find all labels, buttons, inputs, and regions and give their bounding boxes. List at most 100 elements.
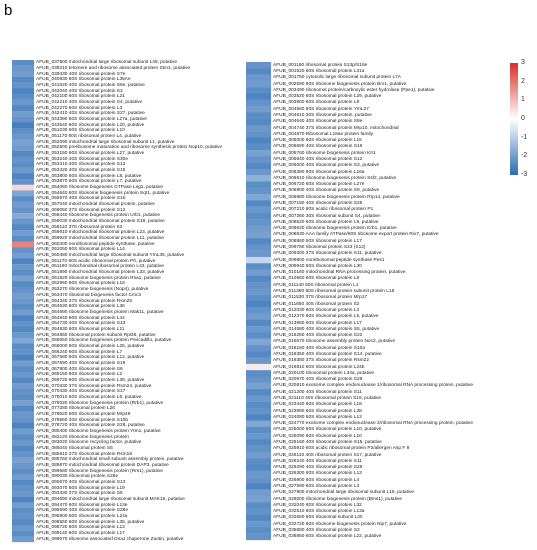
heatmap-cell — [12, 241, 34, 248]
heatmap-cell — [12, 349, 34, 356]
heatmap-cell — [246, 514, 271, 522]
heatmap-cell — [246, 502, 271, 509]
row-label: AFUB_099070 ribosome associated DnaJ cha… — [36, 536, 184, 542]
row-label: AFUB_002590 60S ribosome biogenesis prot… — [273, 81, 407, 87]
row-label: AFUB_027590 60S ribosomal protein L3 — [273, 484, 360, 490]
heatmap-cell — [12, 524, 34, 531]
row-label: AFUB_042410 40S ribosomal protein S27, p… — [36, 111, 145, 117]
row-label: AFUB_058440 ribosome biogenesis protein … — [36, 213, 160, 219]
heatmap-cell — [12, 128, 34, 134]
colorbar-tick-label: -1 — [521, 133, 528, 141]
row-label: AFUB_014580 40S ribosomal protein S5, pu… — [273, 326, 380, 332]
row-label: AFUB_064730 40S ribosomal protein S13 — [36, 321, 126, 327]
row-label: AFUB_023440 60S ribosomal protein L18 — [273, 402, 362, 408]
heatmap-cell — [12, 99, 34, 106]
row-label: AFUB_042100 60S ribosomal protein L21 — [36, 94, 125, 100]
row-label: AFUB_043540 60S ribosomal protein L20, p… — [36, 122, 145, 128]
row-label: AFUB_013950 60S ribosomal protein L17 — [273, 320, 362, 326]
heatmap-cell — [12, 502, 34, 509]
row-label: AFUB_026110 40S ribosomal protein S17, p… — [273, 452, 382, 458]
heatmap-cell — [246, 451, 271, 459]
row-label: AFUB_085040 ribosomal protein S5 — [36, 445, 113, 451]
row-label: AFUB_064850 ribosomal protein subunit Rp… — [36, 332, 156, 338]
row-label: AFUB_089680 ribosome biogenesis protein … — [36, 468, 163, 474]
row-label: AFUB_010560 60S ribosomal protein L8 — [273, 276, 360, 282]
heatmap-cell — [246, 269, 271, 276]
row-label: AFUB_061920 ribosome biogenesis protein … — [36, 275, 161, 281]
row-label: AFUB_077280 ribosomal protein L26 — [36, 406, 115, 412]
row-label: AFUB_055970 40S ribosomal protein S16 — [36, 196, 126, 202]
row-label: AFUB_005000 60S ribosomal protein L15 — [273, 138, 362, 144]
heatmap-cell — [246, 238, 271, 245]
heatmap-cell — [12, 111, 34, 117]
heatmap-cell — [246, 231, 271, 239]
heatmap-cell — [246, 137, 271, 144]
heatmap-cell — [246, 112, 271, 119]
heatmap-cell — [246, 345, 271, 352]
row-label: AFUB_004640 40S ribosomal protein S8e — [273, 119, 363, 125]
row-label: AFUB_094690 mitochondrial large ribosoma… — [36, 496, 185, 502]
heatmap-cell — [246, 357, 271, 365]
row-label: AFUB_006980 ribosome biogenesis protein … — [273, 194, 400, 200]
row-label: AFUB_052090 mitochondrial large ribosoma… — [36, 139, 175, 145]
heatmap-cell — [246, 389, 271, 396]
row-label: AFUB_061050 60S ribosomal protein L14 — [36, 247, 125, 253]
row-label: AFUB_003800 60S ribosomal protein L9 — [273, 100, 360, 106]
heatmap-cell — [12, 116, 34, 123]
row-label: AFUB_011650 40S ribosomal protein S2 — [273, 301, 360, 307]
row-label: AFUB_070430 40S ribosomal protein S17 — [36, 389, 126, 395]
row-label: AFUB_027900 mitochondrial large ribosoma… — [273, 490, 415, 496]
heatmap-cell — [246, 162, 271, 170]
row-label: AFUB_003490 ribosomal protein/carboxylic… — [273, 87, 435, 93]
heatmap-cell — [246, 363, 271, 371]
row-label: AFUB_064830 60S ribosomal protein L11 — [36, 326, 125, 332]
row-label: AFUB_026290 40S ribosomal protein S29 — [273, 465, 363, 471]
heatmap-cell — [12, 156, 34, 163]
row-label: AFUB_001520 60S ribosomal protein L31a — [273, 68, 365, 74]
heatmap-cell — [12, 269, 34, 276]
row-label: AFUB_042040 40S ribosomal protein S3 — [36, 88, 123, 94]
row-label: AFUB_004560 50S ribosomal protein YmL27 — [273, 106, 369, 112]
heatmap-cell — [246, 74, 271, 82]
heatmap-cell — [246, 414, 271, 421]
heatmap-cell — [246, 370, 271, 377]
heatmap-cell — [246, 219, 271, 226]
row-label: AFUB_008630 AAA family ATPase/60S riboso… — [273, 232, 439, 238]
row-label: AFUB_024770 exosome complex endonuclease… — [273, 421, 473, 427]
heatmap-cell — [12, 303, 34, 310]
row-label: AFUB_051170 60S ribosomal protein L4, pu… — [36, 134, 142, 140]
row-label: AFUB_083020 ribosome recycling factor, p… — [36, 440, 142, 446]
row-label: AFUB_009300 37S ribosomal protein S11, p… — [273, 251, 382, 257]
colorbar-tick-label: -2 — [521, 152, 528, 160]
heatmap-cell — [246, 521, 271, 528]
row-label: AFUB_098720 60S ribosomal protein L13 — [36, 525, 125, 531]
heatmap-cell — [12, 326, 34, 333]
row-label: AFUB_064690 ribosome biogenesis protein … — [36, 309, 164, 315]
row-label: AFUB_098550 60S ribosomal protein L35, p… — [36, 519, 145, 525]
row-label: AFUB_038210 telomere and ribosome associ… — [36, 66, 191, 71]
heatmap-cell — [12, 434, 34, 441]
row-label: AFUB_011530 37S ribosomal protein Mrp17 — [273, 295, 368, 301]
row-label: AFUB_011140 60S ribosomal protein L1 — [273, 282, 359, 288]
heatmap-cell — [12, 224, 34, 231]
row-label: AFUB_054060 ribosome biogenesis GTPase L… — [36, 185, 163, 191]
heatmap-cell — [12, 122, 34, 129]
heatmap-cell — [12, 332, 34, 339]
row-label: AFUB_006610 ribosome biogenesis protein … — [273, 175, 397, 181]
heatmap-cell — [246, 301, 271, 308]
heatmap-cell — [12, 213, 34, 219]
row-label: AFUB_078660 40S ribosomal protein S10b — [36, 417, 128, 423]
heatmap-cell — [246, 181, 271, 188]
row-label: AFUB_007210 60S acidic ribosomal protein… — [273, 207, 374, 213]
colorbar-tick-label: 2 — [521, 77, 525, 85]
heatmap-cell — [12, 417, 34, 424]
colorbar-tick-label: -3 — [521, 171, 528, 178]
heatmap-cell — [246, 326, 271, 333]
heatmap-cell — [12, 479, 34, 486]
row-label: AFUB_095690 40S ribosomal protein S28e — [36, 508, 128, 514]
heatmap-cell — [12, 485, 34, 492]
heatmap-cell — [12, 71, 34, 78]
heatmap-cell — [246, 275, 271, 283]
row-label: AFUB_057040 mitochondrial ribosomal prot… — [36, 202, 155, 208]
heatmap-cell — [12, 133, 34, 140]
